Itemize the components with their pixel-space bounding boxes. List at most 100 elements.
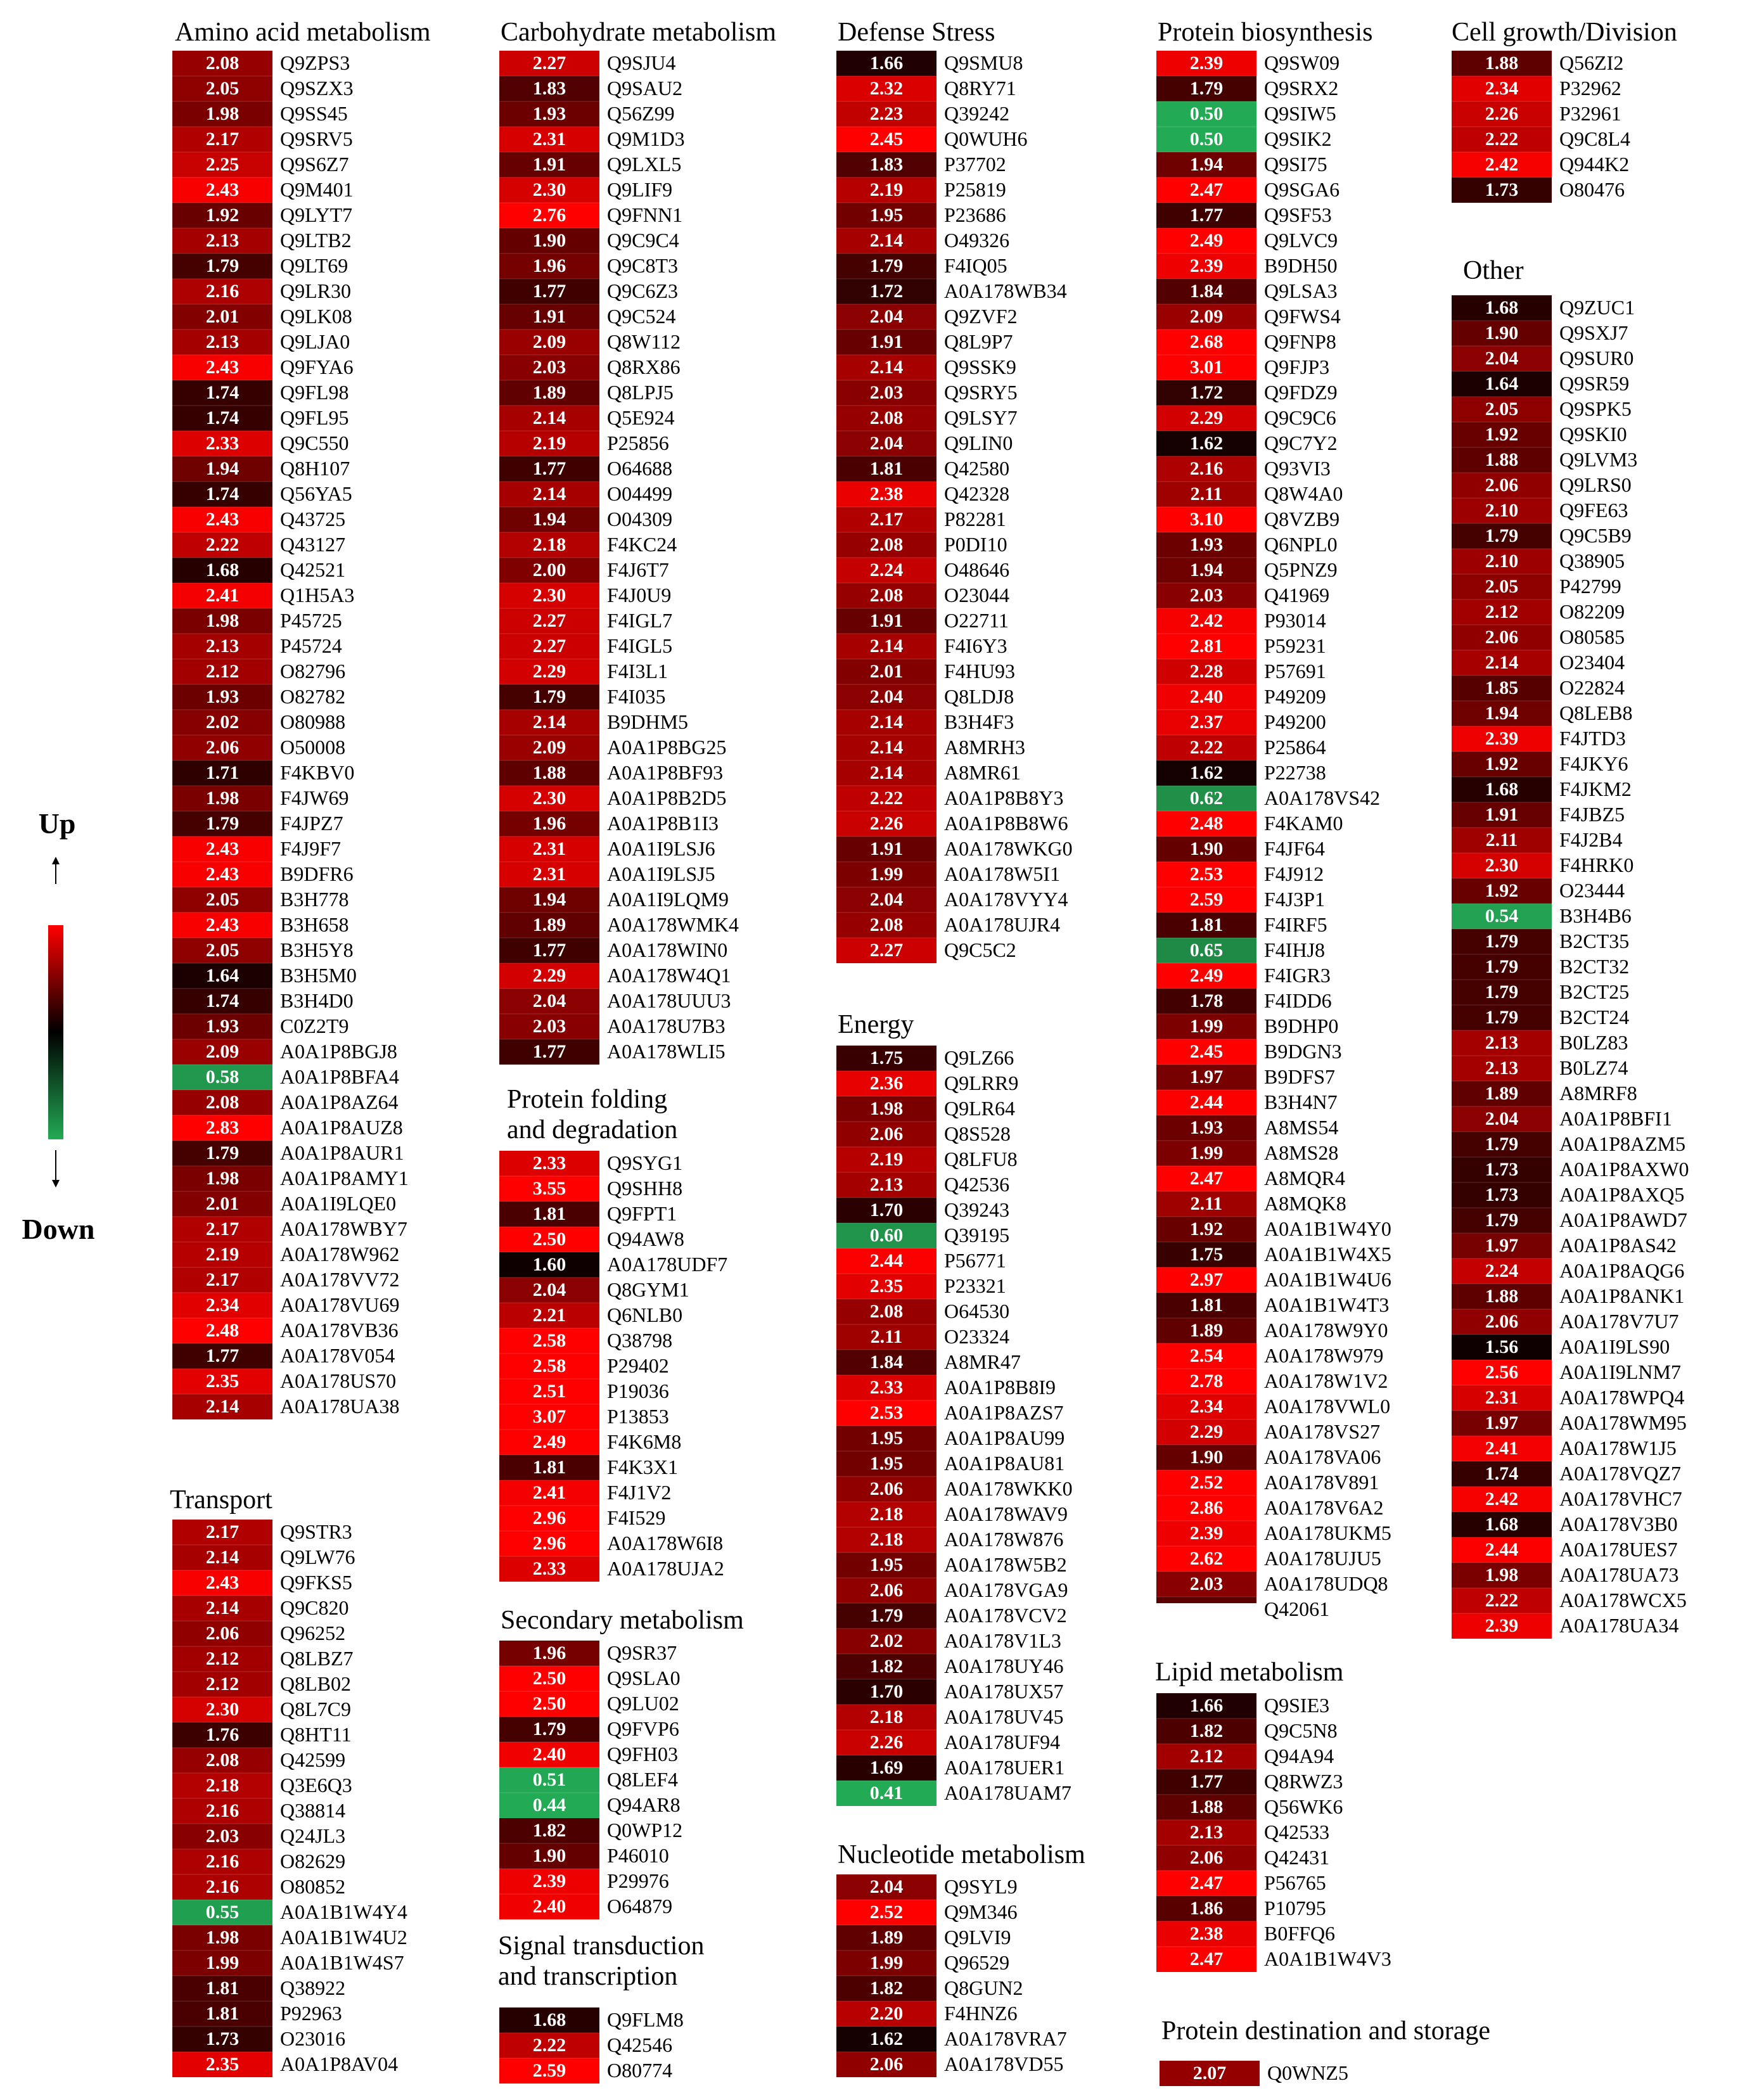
accession-label: Q9LSA3	[1264, 279, 1338, 302]
accession-label: Q9SS45	[280, 102, 348, 125]
heat-cell	[172, 279, 272, 304]
heat-cell	[1156, 1572, 1256, 1597]
accession-label: Q9LT69	[280, 254, 348, 277]
heat-cell	[1452, 878, 1552, 904]
group-title: Protein destination and storage	[1161, 2016, 1490, 2046]
heat-cell	[1452, 1512, 1552, 1537]
cell-value-label: 2.27	[533, 53, 566, 74]
heat-cell	[499, 1717, 599, 1742]
cell-value-label: 1.68	[533, 2009, 566, 2030]
heat-cell	[1156, 1820, 1256, 1845]
heat-cell	[836, 51, 936, 76]
accession-label: B9DHP0	[1264, 1015, 1338, 1037]
cell-value-label: 2.17	[206, 1521, 240, 1542]
accession-label: F4IQ05	[944, 254, 1007, 277]
accession-label: F4J2B4	[1559, 828, 1623, 851]
cell-value-label: 2.39	[1190, 1523, 1224, 1544]
heat-cell	[1156, 127, 1256, 152]
heat-cell	[836, 1925, 936, 1950]
accession-label: F4I035	[607, 685, 665, 708]
accession-label: A0A178WIN0	[607, 938, 727, 961]
accession-label: Q9SZX3	[280, 77, 354, 99]
accession-label: Q9M1D3	[607, 127, 685, 150]
heat-cell	[836, 1654, 936, 1679]
accession-label: Q9LK08	[280, 305, 352, 328]
accession-label: F4JKM2	[1559, 778, 1632, 800]
accession-label: F4KC24	[607, 533, 677, 556]
cell-value-label: 2.14	[206, 1396, 240, 1417]
accession-label: Q42328	[944, 482, 1009, 505]
cell-value-label: 1.92	[1485, 753, 1519, 774]
accession-label: Q41969	[1264, 584, 1329, 606]
heat-cell	[1452, 1132, 1552, 1157]
accession-label: A0A1P8B2D5	[607, 786, 726, 809]
accession-label: Q9C9C4	[607, 229, 679, 252]
cell-value-label: 2.12	[206, 1648, 240, 1669]
heat-cell	[1452, 574, 1552, 599]
accession-label: F4IDD6	[1264, 989, 1332, 1012]
cell-value-label: 1.79	[206, 813, 240, 834]
heat-cell	[836, 1502, 936, 1527]
cell-value-label: 0.54	[1485, 906, 1519, 926]
heat-cell	[1452, 1081, 1552, 1106]
cell-value-label: 2.20	[870, 2003, 904, 2024]
heat-cell	[836, 938, 936, 963]
cell-value-label: 1.81	[533, 1457, 566, 1478]
group-title: Amino acid metabolism	[175, 18, 431, 47]
group-3: Protein folding and degradation 2.33 Q9SYG1…	[499, 1085, 727, 1582]
accession-label: F4JKY6	[1559, 752, 1628, 775]
cell-value-label: 2.06	[1485, 1311, 1519, 1332]
cell-value-label: 0.41	[870, 1783, 904, 1803]
legend-down-label: Down	[22, 1213, 94, 1245]
cell-value-label: 1.92	[1190, 1219, 1224, 1239]
group-11: Protein destination and storage 2.07 Q0WNZ…	[1160, 2016, 1490, 2086]
heat-cell	[172, 786, 272, 811]
heat-cell	[1156, 1947, 1256, 1972]
accession-label: A8MRH3	[944, 736, 1025, 759]
accession-label: A0A1B1W4T3	[1264, 1293, 1389, 1316]
cell-value-label: 2.25	[206, 154, 240, 175]
cell-value-label: 1.88	[1190, 1796, 1224, 1817]
accession-label: P29402	[607, 1354, 669, 1377]
accession-label: Q42521	[280, 558, 345, 581]
accession-label: O04309	[607, 508, 672, 530]
heat-cell	[499, 811, 599, 836]
accession-label: O80476	[1559, 178, 1625, 201]
heat-cell	[1452, 1537, 1552, 1563]
cell-value-label: 2.08	[206, 53, 240, 74]
accession-label: Q42546	[607, 2033, 672, 2056]
heat-cell	[172, 406, 272, 431]
cell-value-label: 2.35	[870, 1276, 904, 1296]
heat-cell	[172, 1722, 272, 1748]
cell-value-label: 2.47	[1190, 1949, 1224, 1969]
heat-cell	[172, 1621, 272, 1646]
accession-label: Q56WK6	[1264, 1795, 1343, 1818]
heat-cell	[172, 330, 272, 355]
heat-cell	[1156, 1597, 1256, 1603]
accession-label: B2CT24	[1559, 1006, 1629, 1028]
heat-cell	[499, 710, 599, 735]
accession-label: O80585	[1559, 625, 1625, 648]
heat-cell	[172, 1242, 272, 1267]
cell-value-label: 2.44	[870, 1250, 904, 1271]
accession-label: Q9C5C2	[944, 938, 1016, 961]
accession-label: Q9FYA6	[280, 355, 354, 378]
heat-cell	[1156, 1293, 1256, 1318]
accession-label: A0A178VB36	[280, 1319, 399, 1341]
accession-label: A0A1B1W4Y4	[280, 1900, 407, 1923]
accession-label: Q9LRR9	[944, 1072, 1018, 1094]
cell-value-label: 1.77	[206, 1345, 240, 1366]
heat-cell	[836, 710, 936, 735]
heat-cell	[836, 1172, 936, 1198]
cell-value-label: 1.91	[1485, 804, 1519, 825]
cell-value-label: 1.90	[533, 230, 566, 251]
heat-cell	[172, 1267, 272, 1293]
heat-cell	[172, 203, 272, 228]
accession-label: Q9SR37	[607, 1641, 677, 1664]
accession-label: Q9FKS5	[280, 1571, 352, 1594]
cell-value-label: 1.97	[1485, 1412, 1519, 1433]
accession-label: Q9LZ66	[944, 1046, 1014, 1069]
cell-value-label: 1.79	[870, 1605, 904, 1626]
accession-label: O50008	[280, 736, 345, 759]
heat-cell	[836, 1096, 936, 1122]
